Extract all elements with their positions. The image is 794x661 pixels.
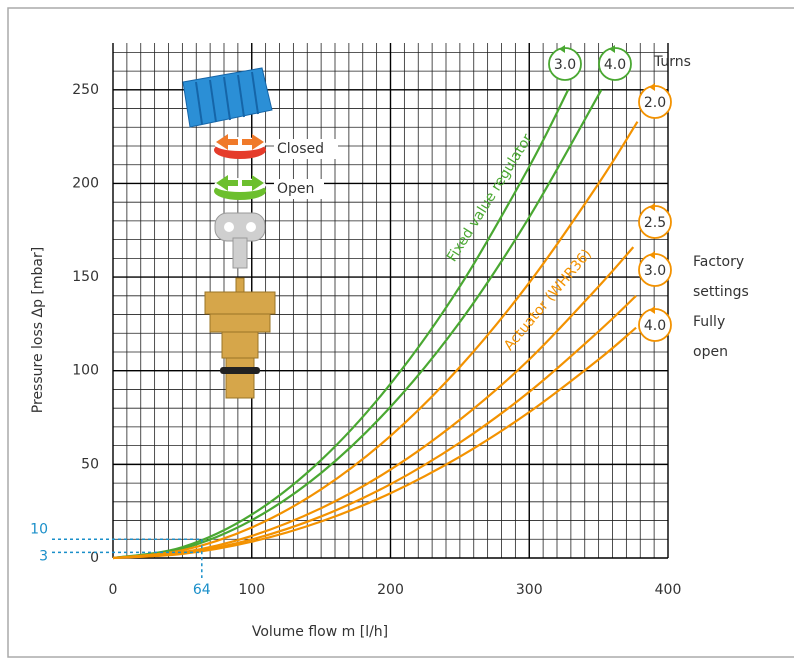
insert — [204, 277, 276, 399]
y-tick-label: 250 — [72, 82, 99, 98]
x-axis-title: Volume flow m [l/h] — [252, 624, 388, 640]
y-tick-label: 50 — [81, 456, 99, 472]
fully-open-label: Fully — [693, 314, 725, 330]
y-axis-title: Pressure loss Δp [mbar] — [30, 247, 46, 413]
grid — [112, 43, 669, 559]
y-tick-label: 100 — [72, 363, 99, 379]
legend-arrow — [649, 251, 655, 259]
curve — [112, 121, 639, 560]
factory-label: settings — [693, 284, 749, 300]
y-tick-label: 200 — [72, 175, 99, 191]
annotation-label: 10 — [30, 521, 48, 537]
key — [214, 212, 266, 269]
legend-arrow — [649, 83, 655, 91]
legend-label: 3.0 — [554, 57, 576, 73]
fully-open-label: open — [693, 344, 728, 360]
legend-arrow — [649, 306, 655, 314]
curves — [112, 89, 639, 560]
frame — [7, 7, 794, 658]
valve-illustration — [182, 67, 276, 399]
curve — [112, 89, 603, 560]
curve — [112, 89, 570, 560]
open-label: Open — [277, 181, 314, 197]
curve — [112, 246, 635, 560]
closed-label: Closed — [277, 141, 324, 157]
x-tick-label: 100 — [238, 582, 265, 598]
x-tick-label: 200 — [377, 582, 404, 598]
legend-label: 2.5 — [644, 215, 666, 231]
x-tick-label: 400 — [655, 582, 682, 598]
x-tick-label: 300 — [516, 582, 543, 598]
curve — [112, 326, 637, 560]
group-label: Fixed value regulator — [444, 131, 536, 265]
y-tick-label: 150 — [72, 269, 99, 285]
legend-arrow — [559, 45, 565, 53]
annotation-label: 3 — [39, 548, 48, 564]
y-tick-label: 0 — [90, 550, 99, 566]
x-tick-label: 0 — [109, 582, 118, 598]
legend-label: 4.0 — [644, 318, 666, 334]
turns-label: Turns — [653, 54, 691, 70]
legend-label: 2.0 — [644, 95, 666, 111]
factory-label: Factory — [693, 254, 744, 270]
annotation-label: 64 — [193, 582, 211, 598]
legend-arrow — [649, 203, 655, 211]
legend-arrow — [609, 45, 615, 53]
legend-label: 3.0 — [644, 263, 666, 279]
legend-label: 4.0 — [604, 57, 626, 73]
